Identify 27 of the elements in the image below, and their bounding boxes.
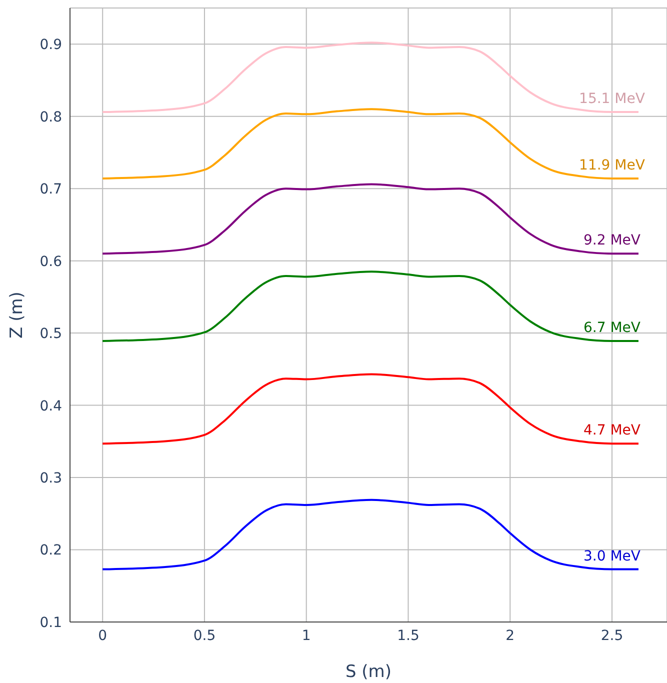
x-tick-label: 1	[302, 628, 311, 644]
y-tick-label: 0.4	[40, 398, 62, 414]
y-axis-title: Z (m)	[7, 292, 28, 338]
y-tick-label: 0.6	[40, 254, 62, 270]
line-series	[102, 270, 640, 342]
line-series	[102, 373, 640, 445]
y-tick-label: 0.7	[40, 182, 62, 198]
line-series	[102, 183, 640, 255]
series-label: 3.0 MeV	[583, 548, 641, 564]
series-label: 15.1 MeV	[579, 91, 646, 108]
x-axis-title: S (m)	[345, 662, 392, 682]
y-tick-label: 0.1	[40, 614, 62, 631]
x-tick-label: 1.5	[397, 628, 420, 644]
series-label: 9.2 MeV	[583, 232, 641, 249]
y-tick-label: 0.2	[40, 542, 62, 559]
series-label: 6.7 MeV	[583, 320, 641, 336]
y-tick-label: 0.5	[40, 326, 62, 342]
y-tick-label: 0.9	[40, 37, 62, 54]
y-tick-label: 0.3	[40, 470, 62, 486]
x-tick-label: 0	[98, 628, 108, 644]
series-label: 11.9 MeV	[579, 157, 646, 174]
line-series	[102, 498, 640, 570]
y-tick-label: 0.8	[40, 109, 62, 126]
x-tick-label: 2.5	[600, 628, 624, 644]
x-tick-label: 0.5	[193, 628, 216, 644]
series-label: 4.7 MeV	[583, 422, 641, 439]
x-tick-label: 2	[506, 628, 515, 644]
